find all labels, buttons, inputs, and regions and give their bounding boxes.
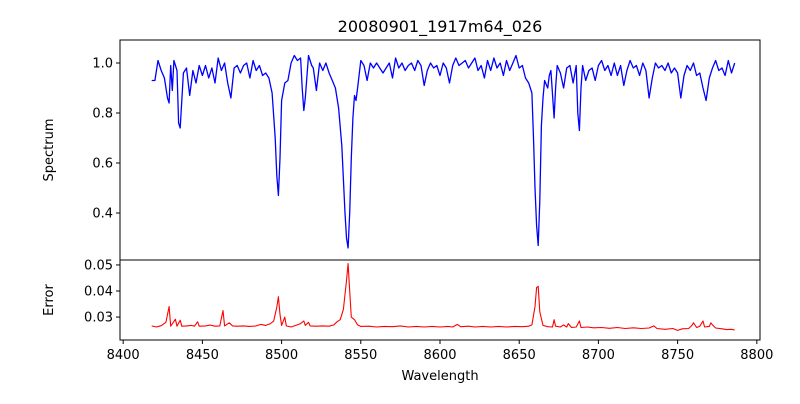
error-ylabel: Error xyxy=(42,284,57,316)
xtick-label: 8450 xyxy=(186,348,219,363)
ytick-label: 1.0 xyxy=(92,57,113,72)
error-axes: 0.03 0.04 0.05 8400 8450 8500 8550 8600 8650 870… xyxy=(42,258,773,384)
ytick-label: 0.6 xyxy=(92,157,113,172)
xtick-label: 8550 xyxy=(344,348,377,363)
ytick-label: 0.03 xyxy=(84,311,113,326)
xlabel: Wavelength xyxy=(401,369,478,384)
ytick-label: 0.04 xyxy=(84,285,113,300)
chart-title: 20080901_1917m64_026 xyxy=(338,17,543,37)
xtick-label: 8800 xyxy=(740,348,773,363)
xtick-label: 8500 xyxy=(265,348,298,363)
xtick-label: 8750 xyxy=(661,348,694,363)
xtick-label: 8700 xyxy=(582,348,615,363)
spectrum-ylabel: Spectrum xyxy=(42,119,57,182)
xtick-label: 8650 xyxy=(503,348,536,363)
xtick-label: 8600 xyxy=(423,348,456,363)
error-series-line xyxy=(151,263,735,331)
ytick-label: 0.4 xyxy=(92,207,113,222)
xtick-label: 8400 xyxy=(107,348,140,363)
ytick-label: 0.8 xyxy=(92,107,113,122)
ytick-label: 0.05 xyxy=(84,258,113,273)
spectrum-series-line xyxy=(151,54,736,249)
